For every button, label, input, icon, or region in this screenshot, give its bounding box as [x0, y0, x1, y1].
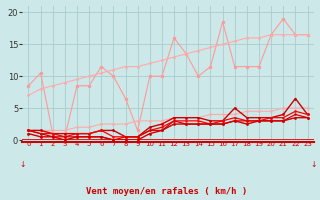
Text: Vent moyen/en rafales ( km/h ): Vent moyen/en rafales ( km/h )	[86, 187, 247, 196]
Text: ↓: ↓	[310, 160, 317, 169]
Text: ↓: ↓	[19, 160, 26, 169]
